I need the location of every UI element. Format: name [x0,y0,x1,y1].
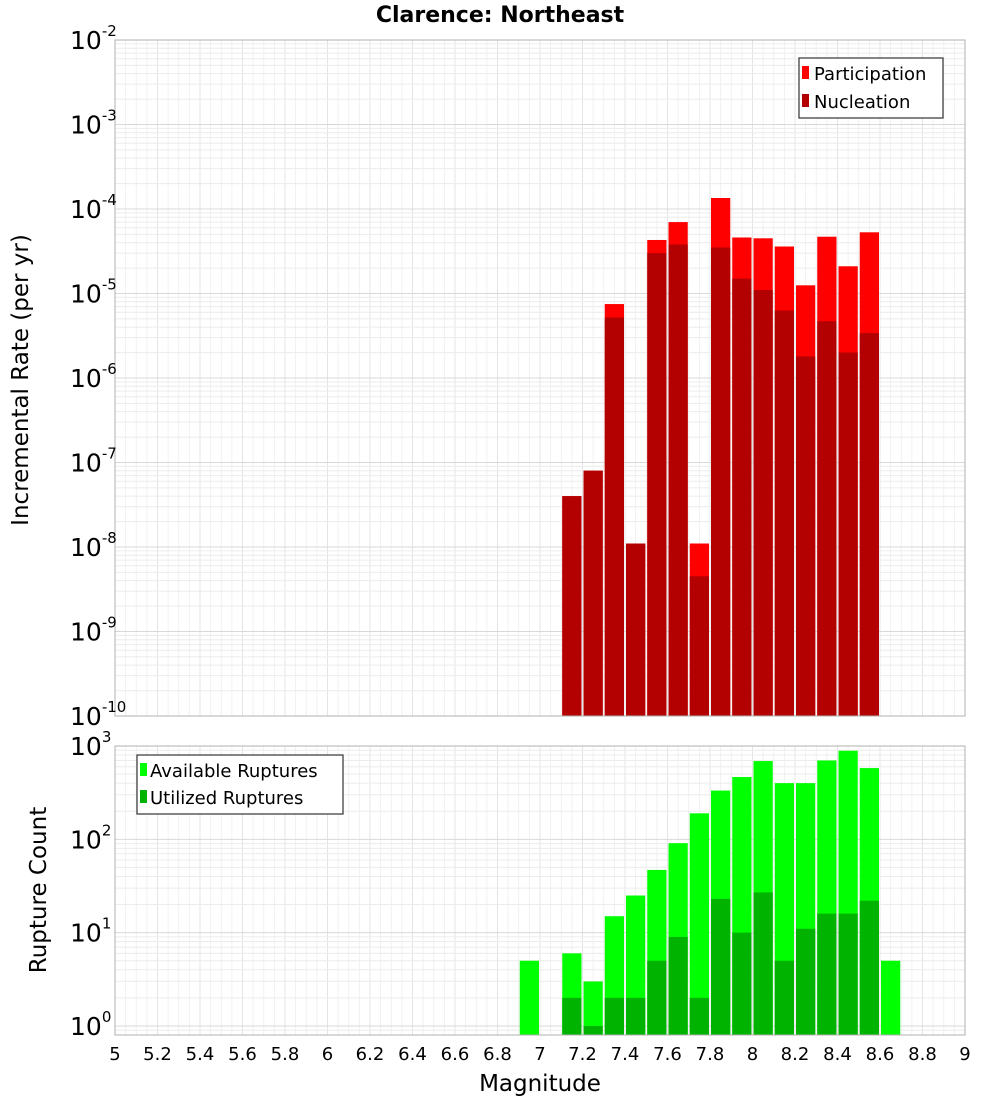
legend-label-available: Available Ruptures [150,761,318,782]
utilized-ruptures-bar [626,997,646,1035]
legend-swatch-utilized [140,790,147,803]
utilized-ruptures-bar [562,997,582,1035]
bottom-legend-box [136,754,344,815]
y-tick-label: 10-9 [70,614,117,647]
top-y-ticks: 10-2 10-3 10-4 10-5 10-6 10-7 10-8 10-9 10-10 [70,22,126,731]
y-tick-label: 101 [70,915,111,948]
y-tick-label: 100 [70,1008,111,1041]
y-tick-label: 10-10 [70,698,126,731]
x-tick-label: 6.6 [441,1044,470,1065]
nucleation-bar [774,310,794,716]
nucleation-bar [647,253,667,716]
y-tick-label: 10-5 [70,276,117,309]
x-tick-label: 8.8 [908,1044,937,1065]
x-tick-label: 7.2 [568,1044,597,1065]
top-grid [114,39,966,717]
bottom-bars [519,750,901,1035]
bottom-plot-border [114,745,966,1036]
utilized-ruptures-bar [753,892,773,1035]
y-tick-label: 10-3 [70,107,117,140]
available-ruptures-bar [583,981,603,1035]
utilized-ruptures-bar [647,960,667,1035]
y-tick-label: 10-8 [70,529,117,562]
bottom-y-ticks: 103 102 101 100 [70,728,111,1041]
x-tick-label: 6 [322,1044,333,1065]
legend-swatch-participation [802,66,809,79]
utilized-ruptures-bar [817,913,837,1035]
nucleation-bar [711,247,731,716]
legend-label-nucleation: Nucleation [814,92,910,113]
utilized-ruptures-bar [583,1025,603,1035]
x-tick-label: 7.6 [653,1044,682,1065]
top-legend: Participation Nucleation [798,57,944,119]
nucleation-bar [817,321,837,716]
x-tick-labels: 5 5.2 5.4 5.6 5.8 6 6.2 6.4 6.6 6.8 7 7.2 7.4 7.6 7.8 8… [109,1044,970,1065]
nucleation-bar [732,278,752,716]
top-legend-box [798,57,944,119]
y-tick-label: 102 [70,821,111,854]
x-tick-label: 6.2 [356,1044,385,1065]
utilized-ruptures-bar [732,932,752,1035]
available-ruptures-bar [689,813,709,1035]
available-ruptures-bar [881,960,901,1035]
x-tick-label: 7.8 [696,1044,725,1065]
x-tick-label: 8.4 [823,1044,852,1065]
utilized-ruptures-bar [859,900,879,1035]
nucleation-bar [604,317,624,716]
utilized-ruptures-bar [796,928,816,1035]
available-ruptures-bar [519,960,539,1035]
top-plot-border [114,39,966,717]
x-tick-label: 6.8 [483,1044,512,1065]
legend-swatch-available [140,763,147,776]
x-tick-label: 8.6 [866,1044,895,1065]
x-axis-title: Magnitude [479,1071,601,1097]
nucleation-bar [626,543,646,716]
utilized-ruptures-bar [711,898,731,1035]
x-tick-label: 5.2 [143,1044,172,1065]
legend-label-utilized: Utilized Ruptures [150,788,303,809]
x-tick-label: 8.2 [781,1044,810,1065]
nucleation-bar [689,576,709,716]
y-tick-label: 10-4 [70,191,117,224]
x-tick-label: 5.4 [186,1044,215,1065]
nucleation-bar [796,356,816,716]
nucleation-bar [753,290,773,716]
bottom-y-axis-title: Rupture Count [26,807,52,973]
nucleation-bar [838,352,858,716]
top-y-axis-title: Incremental Rate (per yr) [8,234,34,526]
x-tick-label: 6.4 [398,1044,427,1065]
x-tick-label: 7 [534,1044,545,1065]
y-tick-label: 103 [70,728,111,761]
x-tick-label: 5 [109,1044,120,1065]
utilized-ruptures-bar [604,997,624,1035]
y-tick-label: 10-7 [70,445,117,478]
x-tick-label: 9 [959,1044,970,1065]
top-bars [562,197,879,717]
y-tick-label: 10-6 [70,360,117,393]
utilized-ruptures-bar [838,913,858,1035]
x-tick-label: 7.4 [611,1044,640,1065]
x-tick-label: 8 [747,1044,758,1065]
x-tick-label: 5.6 [228,1044,257,1065]
utilized-ruptures-bar [689,997,709,1035]
utilized-ruptures-bar [774,960,794,1035]
chart-title: Clarence: Northeast [376,3,625,28]
legend-swatch-nucleation [802,94,809,107]
nucleation-bar [583,470,603,716]
utilized-ruptures-bar [668,936,688,1035]
y-tick-label: 10-2 [70,22,117,55]
bottom-legend: Available Ruptures Utilized Ruptures [136,754,344,815]
nucleation-bar [562,496,582,716]
nucleation-bar [859,333,879,716]
nucleation-bar [668,244,688,716]
x-tick-label: 5.8 [271,1044,300,1065]
legend-label-participation: Participation [814,64,926,85]
